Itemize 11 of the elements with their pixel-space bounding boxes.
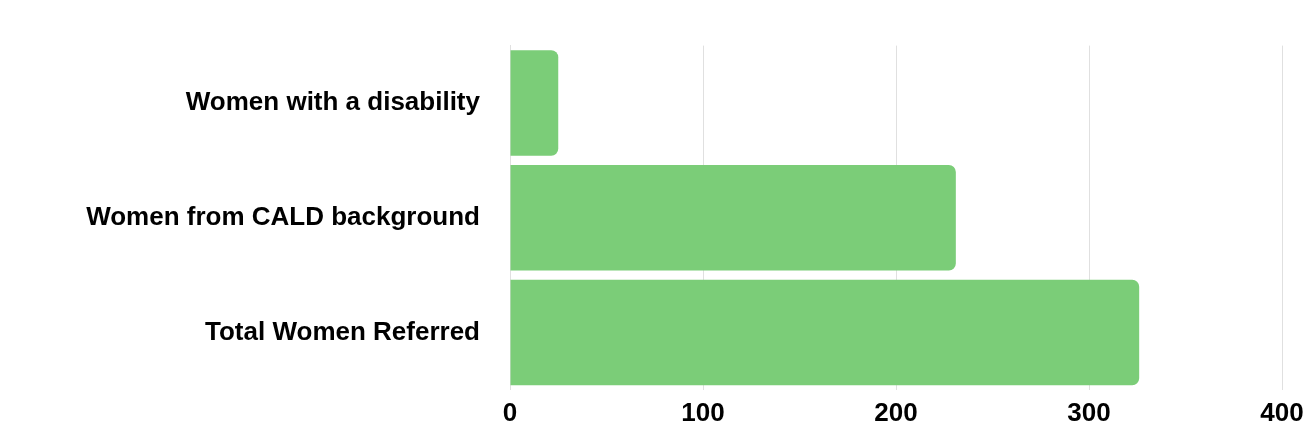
x-tick-label: 200: [874, 396, 918, 427]
y-tick-label: Women from CALD background: [86, 200, 480, 231]
x-tick-label: 300: [1067, 396, 1111, 427]
y-tick-label: Total Women Referred: [205, 315, 480, 346]
bar: [510, 164, 956, 271]
x-tick-label: 100: [681, 396, 725, 427]
x-tick-label: 0: [502, 396, 518, 427]
x-tick-label: 400: [1260, 396, 1304, 427]
bar: [510, 50, 559, 156]
y-tick-label: Women with a disability: [185, 86, 481, 117]
bar: [510, 279, 1140, 386]
